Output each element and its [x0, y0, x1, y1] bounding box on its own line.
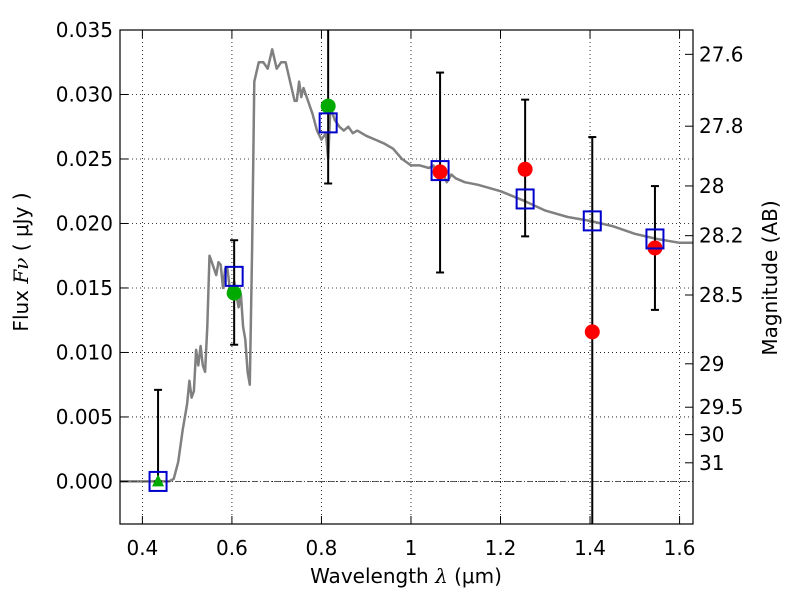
- plot-frame: [119, 29, 694, 525]
- y-axis-ticks: 0.000 0.005 0.010 0.015 0.020 0.025 0.030 0.035: [56, 18, 128, 493]
- y-tick-label: 0.015: [56, 276, 113, 300]
- model-square: [645, 228, 665, 250]
- y-tick-label: 0.025: [56, 147, 113, 171]
- observed-point-triangle: [152, 474, 165, 487]
- y-axis-label: Flux Fν ( μJy ): [9, 192, 33, 331]
- y-tick-label: 0.035: [56, 18, 113, 42]
- x-tick-label: 1: [405, 536, 418, 560]
- y-tick-label: 0.005: [56, 405, 113, 429]
- observed-point: [584, 324, 600, 340]
- x-tick-label: 1.2: [485, 536, 517, 560]
- y2-axis-label: Magnitude (AB): [758, 200, 782, 355]
- y2-tick-label: 27.6: [699, 42, 744, 66]
- x-tick-label: 1.4: [574, 536, 606, 560]
- y2-tick-label: 29: [699, 352, 724, 376]
- model-square: [148, 470, 168, 492]
- y-tick-label: 0.030: [56, 82, 113, 106]
- x-tick-label: 1.6: [664, 536, 696, 560]
- y2-tick-label: 28.5: [699, 283, 744, 307]
- observed-point: [226, 285, 242, 301]
- grid-lines: [120, 29, 693, 524]
- template-spectrum-line: [120, 48, 693, 483]
- x-axis-label: Wavelength λ (μm): [310, 564, 502, 588]
- model-points: [148, 112, 665, 492]
- model-square: [515, 188, 535, 210]
- y2-tick-label: 28.2: [699, 224, 744, 248]
- model-square: [224, 265, 244, 287]
- observed-point: [432, 164, 448, 180]
- x-tick-label: 0.4: [126, 536, 158, 560]
- y2-tick-label: 29.5: [699, 395, 744, 419]
- model-square: [582, 210, 602, 232]
- y-tick-label: 0.000: [56, 469, 113, 493]
- error-bars: [154, 30, 659, 524]
- template-spectrum: [120, 48, 693, 483]
- y-tick-label: 0.010: [56, 340, 113, 364]
- model-square: [430, 160, 450, 182]
- observed-point: [320, 98, 336, 114]
- x-axis-ticks: 0.4 0.6 0.8 1 1.2 1.4 1.6: [126, 30, 695, 560]
- observed-point: [517, 161, 533, 177]
- model-square: [318, 112, 338, 134]
- y2-tick-label: 30: [699, 423, 724, 447]
- y2-axis-ticks: 27.6 27.8 28 28.2 28.5 29 29.5 30 31: [685, 42, 744, 475]
- y2-tick-label: 31: [699, 451, 724, 475]
- y-tick-label: 0.020: [56, 211, 113, 235]
- x-tick-label: 0.8: [306, 536, 338, 560]
- y2-tick-label: 28: [699, 174, 724, 198]
- observed-points: [152, 98, 663, 487]
- y2-tick-label: 27.8: [699, 114, 744, 138]
- x-tick-label: 0.6: [216, 536, 248, 560]
